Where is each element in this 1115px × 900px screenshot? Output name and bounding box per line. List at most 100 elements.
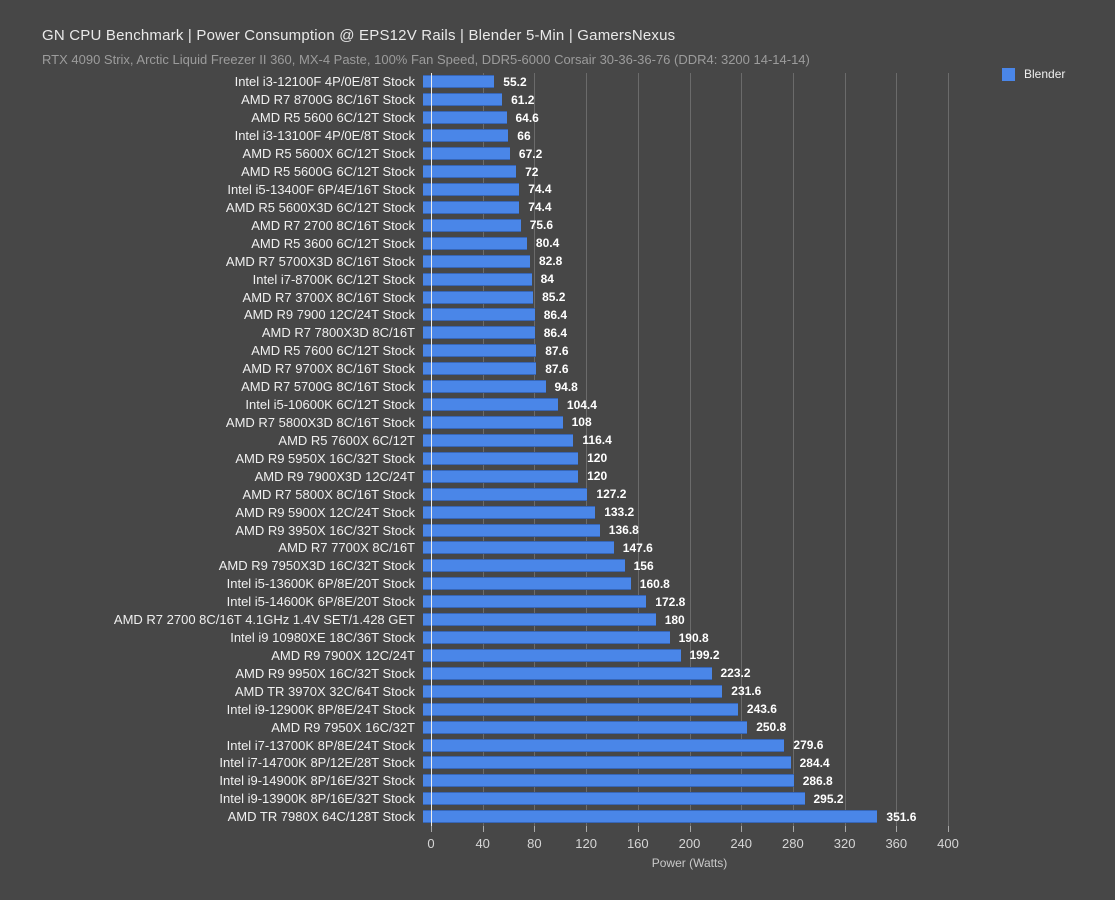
x-tick-label: 360 [885,836,908,851]
value-label: 86.4 [543,307,568,322]
value-label: 94.8 [554,379,578,394]
value-bar [423,200,520,214]
value-label: 250.8 [756,720,787,735]
value-label: 223.2 [720,666,751,681]
value-label: 190.8 [678,630,709,645]
value-bar [423,398,558,412]
x-tick-mark [431,826,432,832]
gridline [586,73,588,826]
category-label: AMD R7 8700G 8C/16T Stock [241,92,415,108]
x-tick-label: 80 [527,836,542,851]
bar-track: 66 [423,127,980,145]
category-label: Intel i5-14600K 6P/8E/20T Stock [226,594,415,610]
y-axis-line [431,73,432,826]
value-bar [423,147,510,161]
bar-row: AMD R9 7900X3D 12C/24T 120 [0,467,980,485]
bar-row: AMD R5 5600X 6C/12T Stock 67.2 [0,145,980,163]
value-bar [423,272,532,286]
gridline [896,73,898,826]
category-label: AMD TR 3970X 32C/64T Stock [234,683,415,699]
x-tick-label: 0 [427,836,435,851]
x-tick-mark [637,826,639,832]
x-tick-label: 120 [575,836,597,851]
category-label: AMD R5 7600 6C/12T Stock [251,343,415,359]
category-label: Intel i3-12100F 4P/0E/8T Stock [234,74,415,90]
value-label: 74.4 [528,182,552,197]
bar-row: AMD R7 5800X 8C/16T Stock 127.2 [0,485,980,503]
gridline [689,73,691,826]
x-tick-mark [896,826,898,832]
bar-track: 80.4 [423,234,980,252]
x-tick-label: 240 [730,836,753,851]
bar-row: Intel i5-13400F 6P/4E/16T Stock 74.4 [0,181,980,199]
value-label: 85.2 [542,290,566,305]
gridline [534,73,536,826]
bar-track: 351.6 [423,808,980,826]
value-label: 133.2 [604,505,635,520]
x-tick-mark [741,826,743,832]
value-label: 295.2 [813,791,844,806]
category-label: AMD R9 7950X 16C/32T [271,719,415,735]
value-bar [423,774,794,788]
bar-row: Intel i7-14700K 8P/12E/28T Stock 284.4 [0,754,980,772]
value-label: 136.8 [608,523,639,537]
value-bar [423,541,614,555]
bar-row: Intel i5-14600K 6P/8E/20T Stock 172.8 [0,593,980,611]
bar-track: 160.8 [423,575,980,593]
value-label: 180 [664,612,685,627]
value-bar [423,290,534,304]
legend-swatch-icon [1002,67,1015,81]
value-bar [423,631,670,645]
category-label: AMD R5 5600X3D 6C/12T Stock [225,199,415,215]
category-label: Intel i5-13400F 6P/4E/16T Stock [227,181,415,197]
x-tick-label: 200 [678,836,701,851]
gridline [741,73,743,826]
bar-row: Intel i9-13900K 8P/16E/32T Stock 295.2 [0,790,980,808]
value-label: 86.4 [543,325,568,340]
value-bar [423,433,574,447]
bar-track: 120 [423,467,980,485]
bar-track: 172.8 [423,593,980,611]
value-label: 67.2 [518,146,543,161]
category-label: Intel i7-14700K 8P/12E/28T Stock [219,755,415,771]
category-label: AMD R7 7700X 8C/16T [278,540,415,556]
value-label: 279.6 [793,738,824,753]
value-bar [423,810,878,824]
x-tick-mark [534,826,536,832]
bar-row: AMD R9 5950X 16C/32T Stock 120 [0,449,980,467]
category-label: AMD R7 3700X 8C/16T Stock [242,289,415,305]
category-label: AMD R5 7600X 6C/12T [278,432,415,448]
value-label: 231.6 [731,684,762,699]
bar-row: AMD R5 3600 6C/12T Stock 80.4 [0,234,980,252]
value-label: 104.4 [566,397,597,412]
bar-track: 120 [423,449,980,467]
value-bar [423,666,712,680]
category-label: AMD R9 7950X3D 16C/32T Stock [218,558,415,574]
value-bar [423,648,681,662]
value-bar [423,165,517,179]
value-bar [423,577,631,591]
category-label: Intel i5-10600K 6C/12T Stock [245,397,415,413]
category-label: AMD TR 7980X 64C/128T Stock [227,809,415,825]
bar-row: Intel i5-10600K 6C/12T Stock 104.4 [0,396,980,414]
x-tick-label: 280 [782,836,804,851]
x-tick-label: 160 [626,836,649,851]
category-label: AMD R7 5800X3D 8C/16T Stock [225,414,415,430]
bar-track: 86.4 [423,324,980,342]
legend: Blender [1002,67,1065,81]
value-bar [423,595,647,609]
bar-row: AMD R7 2700 8C/16T Stock 75.6 [0,216,980,234]
category-label: Intel i9-13900K 8P/16E/32T Stock [219,791,415,807]
chart-title: GN CPU Benchmark | Power Consumption @ E… [42,27,676,44]
bar-row: AMD R7 2700 8C/16T 4.1GHz 1.4V SET/1.428… [0,611,980,629]
x-tick-mark [586,826,588,832]
chart-subtitle: RTX 4090 Strix, Arctic Liquid Freezer II… [42,52,810,67]
bar-track: 104.4 [423,396,980,414]
category-label: AMD R9 7900X 12C/24T [271,647,415,663]
bar-track: 84 [423,270,980,288]
value-bar [423,702,738,716]
value-label: 286.8 [802,773,833,788]
value-bar [423,218,521,232]
value-bar [423,792,805,806]
value-label: 243.6 [746,702,777,717]
